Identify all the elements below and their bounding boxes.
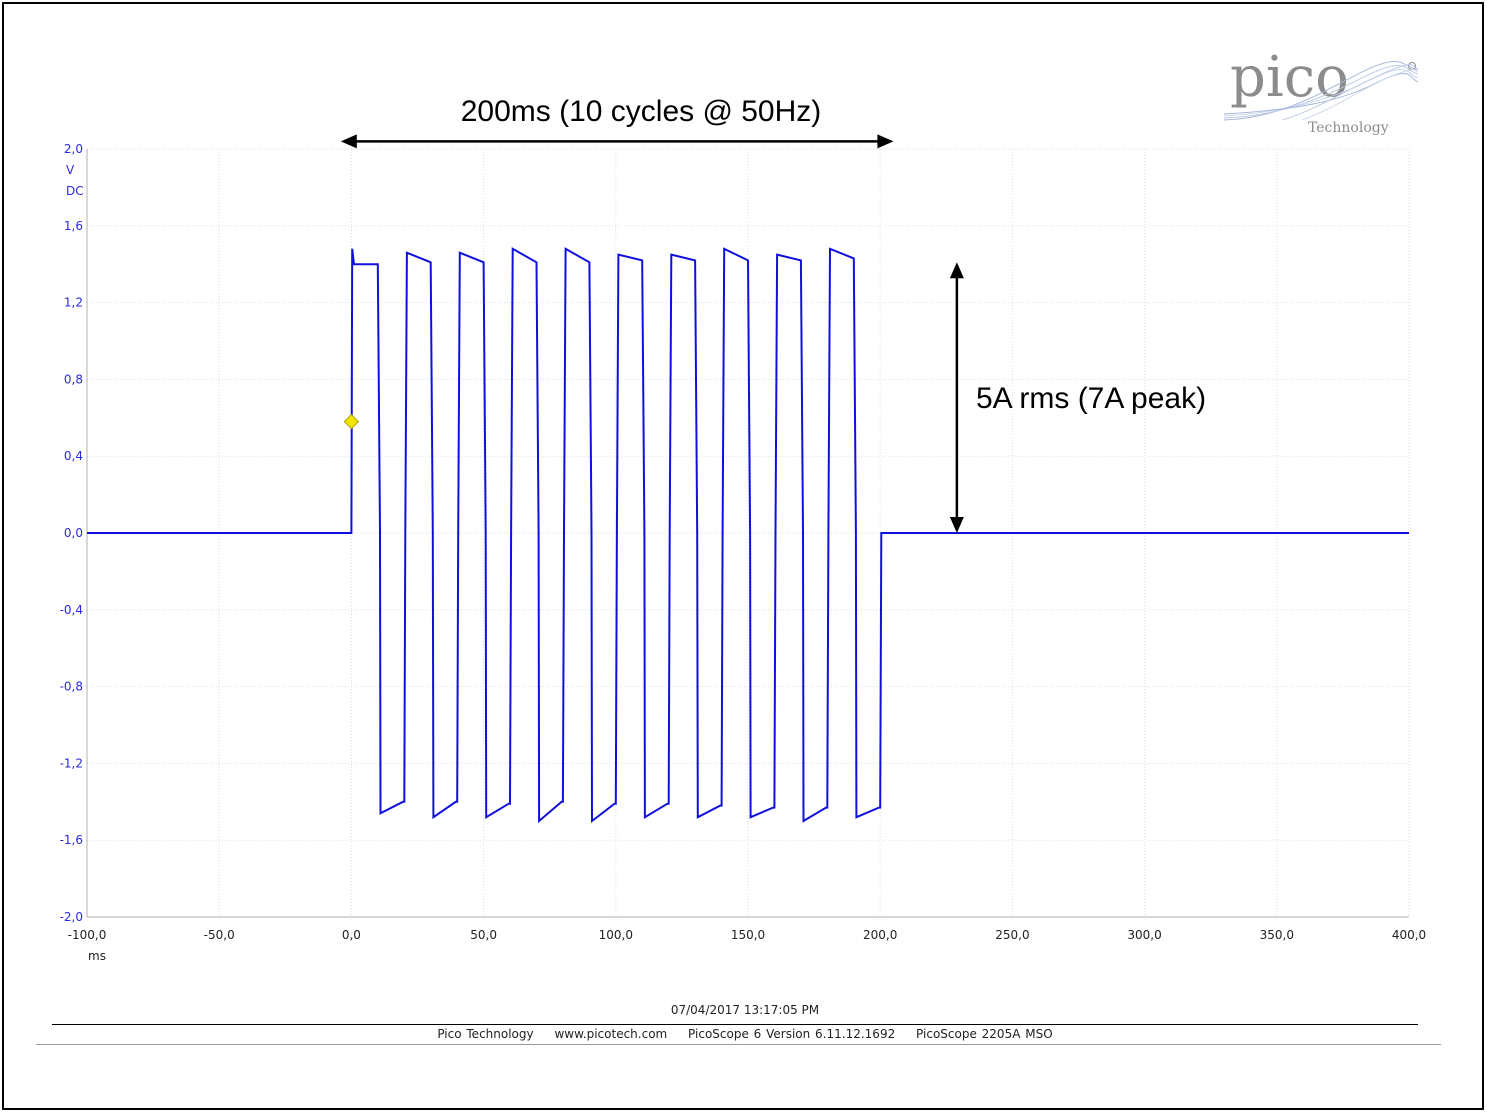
footer-device: PicoScope 2205A MSO: [916, 1027, 1053, 1041]
amplitude-arrow-head-top: [949, 262, 964, 279]
signal-series: [87, 247, 1409, 824]
footer-software-version: PicoScope 6 Version 6.11.12.1692: [688, 1027, 896, 1041]
footer-divider-lower: [36, 1044, 1441, 1045]
duration-arrow-head-right: [877, 134, 894, 149]
footer-company: Pico Technology: [437, 1027, 534, 1041]
x-tick-label: -50,0: [204, 928, 235, 942]
footer-info: Pico Technology www.picotech.com PicoSco…: [0, 1027, 1490, 1041]
x-tick-label: -100,0: [68, 928, 107, 942]
x-tick-label: 250,0: [995, 928, 1029, 942]
y-tick-label: 0,4: [64, 449, 83, 463]
y-tick-label: 1,6: [64, 219, 83, 233]
y-tick-label: -0,4: [60, 603, 83, 617]
duration-annotation: 200ms (10 cycles @ 50Hz): [461, 95, 822, 128]
x-tick-label: 400,0: [1392, 928, 1426, 942]
y-tick-label: -1,6: [60, 833, 83, 847]
y-tick-label: 0,8: [64, 372, 83, 386]
footer-website[interactable]: www.picotech.com: [554, 1027, 668, 1041]
y-unit-label-v: V: [66, 163, 75, 177]
capture-timestamp: 07/04/2017 13:17:05 PM: [670, 1003, 820, 1017]
pico-logo: pico Technology: [1223, 52, 1418, 136]
amplitude-annotation: 5A rms (7A peak): [976, 382, 1206, 415]
chart-grid: [86, 148, 1410, 918]
annotations: 200ms (10 cycles @ 50Hz) 5A rms (7A peak…: [340, 95, 1206, 533]
footer-divider: [52, 1024, 1418, 1025]
x-axis-ticks: -100,0 -50,0 0,0 50,0 100,0 150,0 200,0 250,0 30…: [68, 928, 1427, 942]
logo-subtitle: Technology: [1308, 120, 1389, 136]
y-axis-ticks: 2,0 1,6 1,2 0,8 0,4 0,0 -0,4 -0,8 -1,2 -1,6 -2,0: [60, 142, 83, 924]
logo-wordmark: pico: [1230, 52, 1349, 110]
y-tick-label: -1,2: [60, 756, 83, 770]
y-tick-label: 0,0: [64, 526, 83, 540]
x-tick-label: 350,0: [1260, 928, 1294, 942]
duration-arrow-head-left: [340, 134, 357, 149]
y-tick-label: -0,8: [60, 680, 83, 694]
x-unit-label: ms: [88, 949, 106, 963]
x-tick-label: 200,0: [863, 928, 897, 942]
y-unit-label-dc: DC: [66, 184, 84, 198]
x-tick-label: 0,0: [342, 928, 361, 942]
y-tick-label: 2,0: [64, 142, 83, 156]
amplitude-arrow-head-bottom: [949, 517, 964, 533]
y-tick-label: 1,2: [64, 296, 83, 310]
logo-waves-icon: [1223, 61, 1418, 121]
x-tick-label: 50,0: [470, 928, 497, 942]
y-tick-label: -2,0: [60, 910, 83, 924]
trigger-marker[interactable]: [343, 413, 360, 430]
x-tick-label: 100,0: [599, 928, 633, 942]
series-line-0: [87, 247, 1409, 824]
x-tick-label: 300,0: [1127, 928, 1161, 942]
x-tick-label: 150,0: [731, 928, 765, 942]
